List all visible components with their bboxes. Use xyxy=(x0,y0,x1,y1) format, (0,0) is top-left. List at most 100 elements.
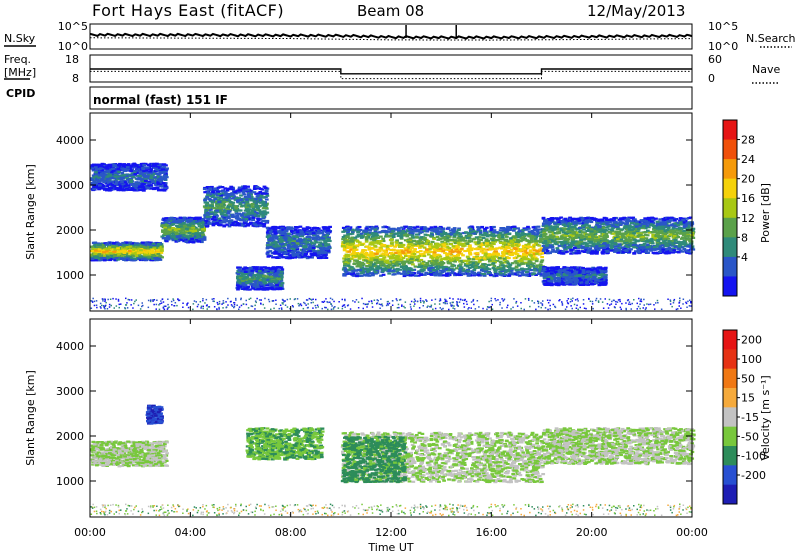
power-echo-cell xyxy=(538,263,543,266)
beam-label: Beam 08 xyxy=(357,2,424,20)
power-echo-cell xyxy=(169,234,174,237)
power-echo-cell xyxy=(157,178,161,181)
power-echo-cell xyxy=(373,245,378,248)
power-echo-cell xyxy=(508,227,513,230)
power-echo-cell xyxy=(286,226,291,229)
power-echo-cell xyxy=(406,238,411,241)
power-echo-cell xyxy=(177,228,181,231)
power-echo-cell xyxy=(242,193,247,196)
power-echo-cell xyxy=(199,235,203,238)
power-echo-cell xyxy=(435,235,440,239)
power-echo-cell xyxy=(318,244,323,247)
power-echo-cell xyxy=(262,185,267,188)
power-echo-cell xyxy=(357,241,362,244)
power-echo-cell xyxy=(114,177,119,180)
power-echo-cell xyxy=(137,166,142,169)
power-echo-cell xyxy=(307,243,311,246)
power-echo-cell xyxy=(268,245,272,248)
power-echo-cell xyxy=(149,246,153,249)
power-echo-cell xyxy=(219,195,224,198)
power-echo-cell xyxy=(281,228,286,231)
power-echo-cell xyxy=(201,218,205,221)
power-echo-cell xyxy=(190,219,195,223)
power-echo-cell xyxy=(224,193,229,196)
power-echo-cell xyxy=(412,259,417,262)
power-echo-cell xyxy=(121,242,126,245)
power-echo-cell xyxy=(124,182,128,186)
power-echo-cell xyxy=(239,194,243,197)
power-echo-cell xyxy=(326,231,330,234)
power-echo-cell xyxy=(432,253,437,256)
power-echo-cell xyxy=(520,255,525,258)
power-echo-cell xyxy=(193,229,197,232)
power-echo-cell xyxy=(385,267,390,270)
power-echo-cell xyxy=(528,251,533,254)
power-echo-cell xyxy=(106,183,111,186)
power-echo-cell xyxy=(92,188,96,191)
power-echo-cell xyxy=(344,228,349,231)
power-echo-cell xyxy=(346,231,350,234)
power-echo-cell xyxy=(301,231,306,234)
power-echo-cell xyxy=(401,227,406,230)
nave-tick-right-top: 60 xyxy=(708,53,722,66)
power-echo-cell xyxy=(256,201,261,204)
power-echo-cell xyxy=(448,268,453,272)
power-echo-cell xyxy=(138,258,143,261)
power-echo-cell xyxy=(303,254,308,257)
power-echo-cell xyxy=(322,236,327,239)
power-echo-cell xyxy=(100,242,105,245)
power-echo-cell xyxy=(466,263,471,266)
power-echo-cell xyxy=(163,185,168,188)
power-echo-cell xyxy=(255,185,260,189)
power-echo-cell xyxy=(492,225,496,229)
power-echo-cell xyxy=(167,226,172,229)
power-echo-cell xyxy=(468,237,472,240)
power-echo-cell xyxy=(291,242,295,245)
power-echo-cell xyxy=(180,232,185,235)
power-echo-cell xyxy=(188,222,193,225)
power-echo-cell xyxy=(107,174,111,177)
power-echo-cell xyxy=(97,167,102,171)
power-echo-cell xyxy=(152,247,157,250)
power-echo-cell xyxy=(93,257,98,260)
power-echo-cell xyxy=(492,264,497,268)
power-echo-cell xyxy=(143,258,147,261)
power-echo-cell xyxy=(151,165,156,168)
power-echo-cell xyxy=(162,165,166,168)
power-echo-cell xyxy=(326,251,331,254)
power-echo-cell xyxy=(103,165,107,168)
power-echo-cell xyxy=(118,184,123,187)
power-echo-cell xyxy=(246,204,251,207)
power-echo-cell xyxy=(229,186,234,189)
power-echo-cell xyxy=(211,222,215,225)
power-echo-cell xyxy=(237,217,242,220)
power-echo-cell xyxy=(249,196,254,199)
power-echo-cell xyxy=(342,257,346,260)
power-echo-cell xyxy=(535,230,540,233)
power-echo-cell xyxy=(406,247,411,250)
power-echo-cell xyxy=(148,243,152,246)
power-echo-cell xyxy=(423,238,428,242)
power-echo-cell xyxy=(320,231,325,235)
power-echo-cell xyxy=(238,285,243,288)
power-echo-cell xyxy=(211,190,215,193)
power-echo-cell xyxy=(276,226,280,229)
power-echo-cell xyxy=(432,259,436,262)
power-echo-cell xyxy=(314,229,319,232)
power-echo-cell xyxy=(307,246,312,249)
power-echo-cell xyxy=(289,233,294,236)
power-echo-cell xyxy=(99,187,104,190)
power-echo-cell xyxy=(246,189,250,192)
power-echo-cell xyxy=(230,188,234,191)
power-echo-cell xyxy=(540,256,544,259)
power-echo-cell xyxy=(303,252,308,256)
power-echo-cell xyxy=(436,272,441,275)
power-echo-cell xyxy=(116,168,121,171)
power-echo-cell xyxy=(256,222,261,225)
power-echo-cell xyxy=(371,254,376,257)
freq-panel: Freq. [MHz] CPID 18 8 60 0 Nave xyxy=(4,53,780,100)
power-echo-cell xyxy=(202,187,207,191)
power-echo-cell xyxy=(250,209,255,212)
power-echo-cell xyxy=(125,166,130,169)
power-echo-cell xyxy=(264,220,269,223)
